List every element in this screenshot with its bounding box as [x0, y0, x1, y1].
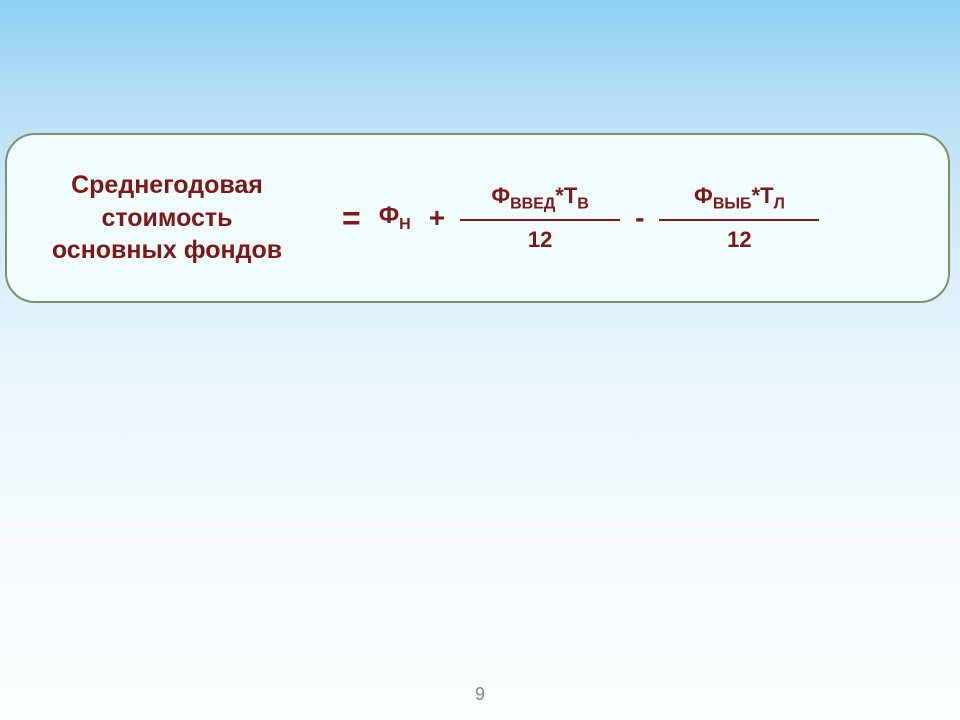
- fraction-2-line: [659, 219, 819, 221]
- f2-t: Т: [760, 183, 773, 208]
- f2-f: Ф: [694, 183, 713, 208]
- label-line3: основных фондов: [22, 234, 312, 267]
- term-fn: ФН: [379, 202, 411, 234]
- f1-tsub: В: [577, 195, 589, 212]
- page-number: 9: [475, 684, 485, 705]
- f1-t: Т: [564, 183, 577, 208]
- fraction-2-denominator: 12: [727, 227, 751, 253]
- equals-sign: =: [342, 200, 361, 237]
- fraction-1-denominator: 12: [528, 227, 552, 253]
- fn-base: Ф: [379, 202, 399, 229]
- fn-sub: Н: [399, 216, 411, 233]
- plus-sign: +: [429, 202, 445, 234]
- f2-tsub: Л: [774, 195, 785, 212]
- minus-sign: -: [635, 202, 644, 234]
- label-line2: стоимость: [22, 202, 312, 235]
- label-line1: Среднегодовая: [22, 169, 312, 202]
- f2-star: *: [752, 183, 761, 208]
- fraction-1-line: [460, 219, 620, 221]
- fraction-1: ФВВЕД*ТВ 12: [460, 183, 620, 253]
- formula-box: Среднегодовая стоимость основных фондов …: [5, 133, 950, 303]
- f1-fsub: ВВЕД: [510, 195, 555, 212]
- fraction-2: ФВЫБ*ТЛ 12: [659, 183, 819, 253]
- f1-star: *: [555, 183, 564, 208]
- f1-f: Ф: [491, 183, 510, 208]
- fraction-1-numerator: ФВВЕД*ТВ: [491, 183, 589, 213]
- f2-fsub: ВЫБ: [713, 195, 752, 212]
- fraction-2-numerator: ФВЫБ*ТЛ: [694, 183, 785, 213]
- formula-label: Среднегодовая стоимость основных фондов: [22, 169, 312, 267]
